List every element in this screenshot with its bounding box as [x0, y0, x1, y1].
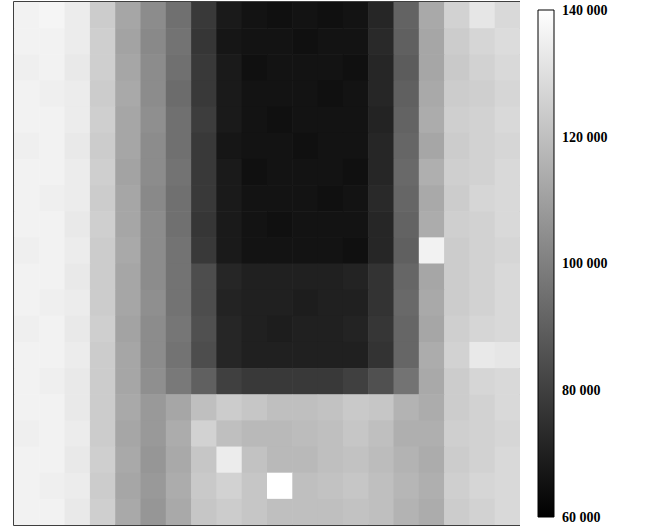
svg-text:140 000: 140 000	[562, 3, 608, 18]
svg-text:80 000: 80 000	[562, 383, 601, 398]
svg-text:100 000: 100 000	[562, 256, 608, 271]
svg-text:120 000: 120 000	[562, 130, 608, 145]
svg-text:60 000: 60 000	[562, 510, 601, 525]
